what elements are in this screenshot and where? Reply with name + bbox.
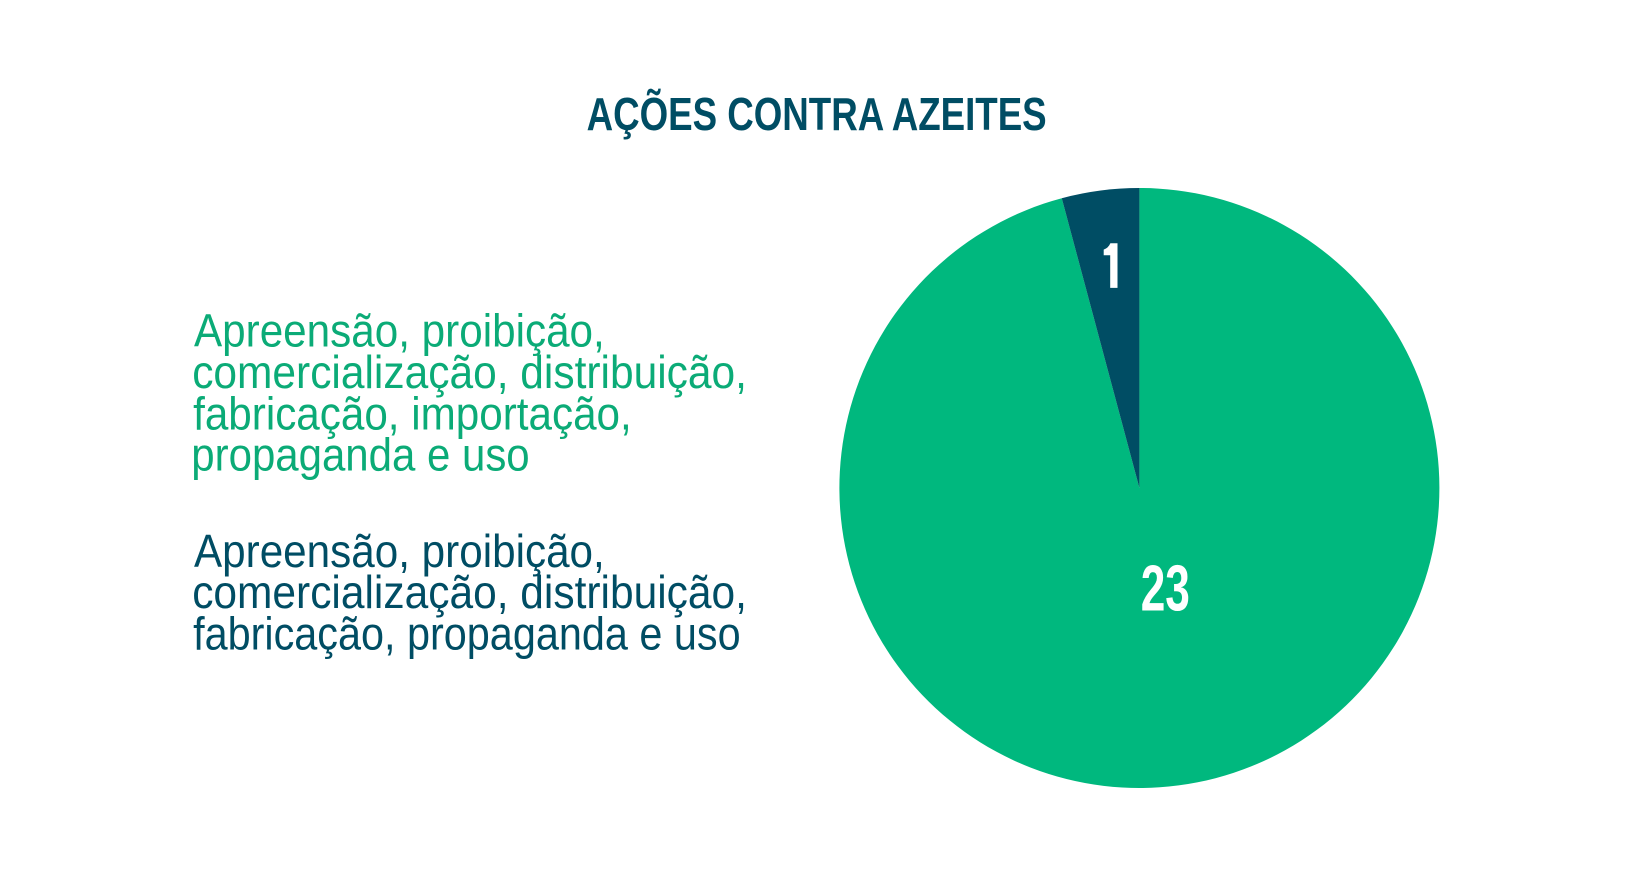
svg-text:Apreensão, proibição,: Apreensão, proibição,: [194, 526, 605, 577]
svg-text:comercialização, distribuição,: comercialização, distribuição,: [192, 568, 747, 619]
svg-text:Apreensão, proibição,: Apreensão, proibição,: [194, 306, 605, 357]
svg-text:fabricação, importação,: fabricação, importação,: [193, 389, 632, 440]
svg-text:propaganda e uso: propaganda e uso: [191, 430, 529, 481]
svg-text:fabricação, propaganda e uso: fabricação, propaganda e uso: [193, 608, 741, 660]
svg-text:AÇÕES CONTRA AZEITES: AÇÕES CONTRA AZEITES: [587, 87, 1047, 140]
svg-text:23: 23: [1141, 551, 1190, 625]
svg-text:comercialização, distribuição,: comercialização, distribuição,: [192, 347, 747, 398]
